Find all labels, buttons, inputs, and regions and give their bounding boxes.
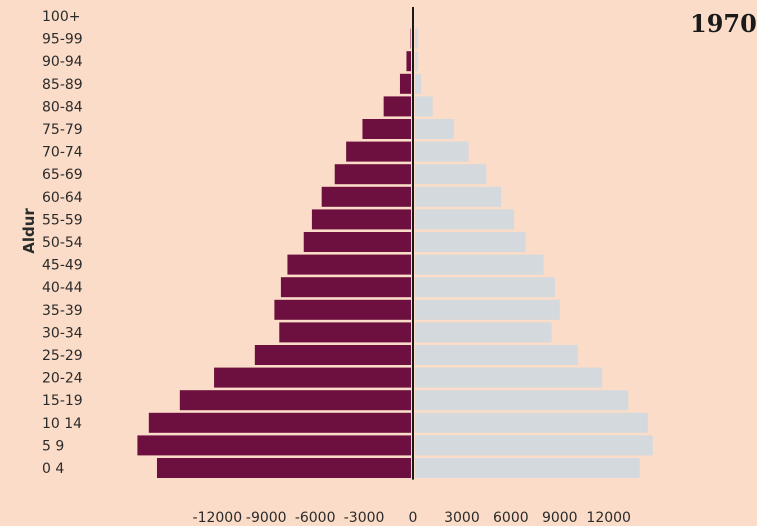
x-tick-label-3: -3000 bbox=[344, 510, 385, 526]
x-tick-label-7: 9000 bbox=[542, 510, 578, 526]
bar-right-17 bbox=[415, 390, 629, 411]
bar-left-12 bbox=[280, 277, 411, 298]
age-label-15: 25-29 bbox=[42, 348, 83, 364]
bar-left-18 bbox=[148, 412, 412, 433]
age-label-14: 30-34 bbox=[42, 325, 83, 341]
bar-left-5 bbox=[362, 119, 411, 139]
bar-right-2 bbox=[415, 51, 418, 72]
bar-right-8 bbox=[415, 186, 502, 207]
bar-left-8 bbox=[321, 186, 411, 207]
age-label-3: 85-89 bbox=[42, 77, 83, 93]
bar-left-2 bbox=[406, 51, 411, 72]
bar-right-16 bbox=[415, 367, 603, 388]
bar-right-14 bbox=[415, 322, 552, 343]
age-label-16: 20-24 bbox=[42, 371, 83, 387]
age-label-18: 10 14 bbox=[42, 416, 82, 432]
bars-series-left bbox=[137, 28, 412, 478]
bar-left-19 bbox=[137, 435, 411, 456]
age-label-6: 70-74 bbox=[42, 145, 83, 161]
age-label-10: 50-54 bbox=[42, 235, 83, 251]
bar-right-1 bbox=[415, 28, 418, 49]
age-label-12: 40-44 bbox=[42, 280, 83, 296]
age-label-2: 90-94 bbox=[42, 54, 83, 70]
age-label-9: 55-59 bbox=[42, 212, 83, 228]
bar-right-7 bbox=[415, 164, 487, 185]
bar-left-3 bbox=[399, 73, 411, 94]
bar-right-4 bbox=[415, 96, 433, 117]
bar-right-9 bbox=[415, 209, 515, 230]
age-label-1: 95-99 bbox=[42, 32, 83, 48]
x-tick-label-5: 3000 bbox=[444, 510, 480, 526]
bar-left-16 bbox=[214, 367, 411, 388]
x-tick-label-8: 12000 bbox=[586, 510, 631, 526]
bar-right-3 bbox=[415, 73, 422, 94]
age-label-5: 75-79 bbox=[42, 122, 83, 138]
bar-left-13 bbox=[274, 299, 411, 320]
age-group-labels: 100+ 95-99 90-94 85-89 80-84 75-79 70-74 65-69 6… bbox=[42, 9, 83, 477]
age-label-19: 5 9 bbox=[42, 438, 64, 454]
bar-right-12 bbox=[415, 277, 555, 298]
x-tick-label-6: 6000 bbox=[493, 510, 529, 526]
bar-left-4 bbox=[383, 96, 411, 117]
bar-left-20 bbox=[156, 458, 411, 478]
bar-right-11 bbox=[415, 254, 544, 275]
bar-right-5 bbox=[415, 119, 454, 139]
bar-left-11 bbox=[287, 254, 411, 275]
bar-left-9 bbox=[311, 209, 411, 230]
bar-left-17 bbox=[179, 390, 411, 411]
bars-series-right bbox=[415, 28, 653, 478]
age-label-17: 15-19 bbox=[42, 393, 83, 409]
bar-left-6 bbox=[346, 141, 411, 162]
age-label-8: 60-64 bbox=[42, 190, 83, 206]
bar-right-19 bbox=[415, 435, 653, 456]
age-label-13: 35-39 bbox=[42, 303, 83, 319]
bar-right-6 bbox=[415, 141, 469, 162]
bar-right-10 bbox=[415, 232, 526, 252]
bar-left-15 bbox=[254, 345, 411, 365]
age-label-4: 80-84 bbox=[42, 99, 83, 115]
bar-left-7 bbox=[334, 164, 411, 185]
x-axis-tick-labels: -12000 -9000 -6000 -3000 0 3000 6000 9000 12000 bbox=[193, 510, 631, 526]
age-label-20: 0 4 bbox=[42, 461, 64, 477]
x-tick-label-0: -12000 bbox=[193, 510, 243, 526]
age-label-0: 100+ bbox=[42, 9, 80, 25]
y-axis-label: Aldur bbox=[20, 208, 38, 254]
age-label-11: 45-49 bbox=[42, 258, 83, 274]
bar-right-13 bbox=[415, 299, 560, 320]
x-tick-label-4: 0 bbox=[409, 510, 418, 526]
bar-right-18 bbox=[415, 412, 648, 433]
bar-right-20 bbox=[415, 458, 640, 478]
age-label-7: 65-69 bbox=[42, 167, 83, 183]
bar-left-14 bbox=[279, 322, 411, 343]
bar-left-10 bbox=[303, 232, 411, 252]
x-tick-label-1: -9000 bbox=[246, 510, 287, 526]
x-tick-label-2: -6000 bbox=[295, 510, 336, 526]
year-label: 1970 bbox=[690, 9, 757, 38]
bar-right-15 bbox=[415, 345, 578, 365]
